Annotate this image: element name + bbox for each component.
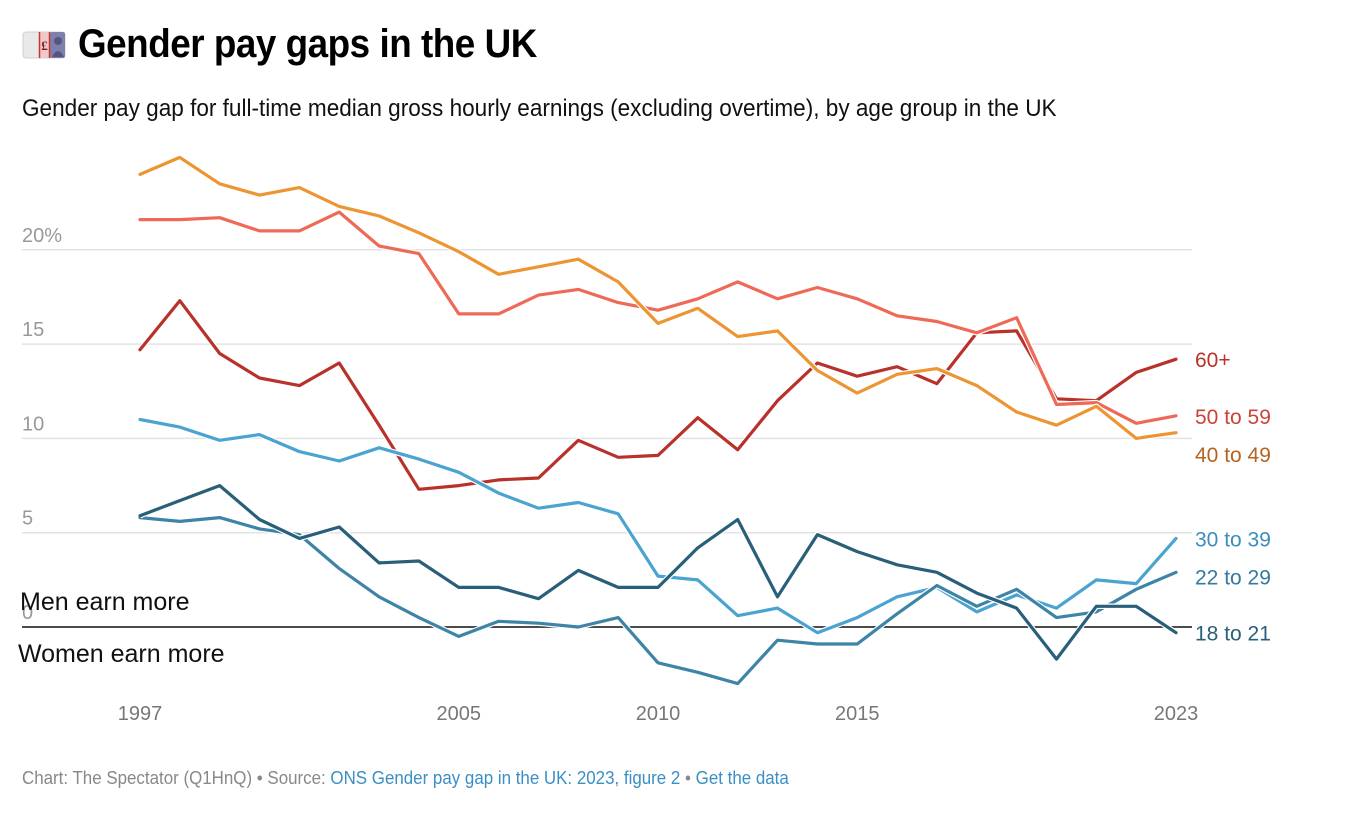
series-line-22-to-29 [138, 515, 1178, 686]
series-label-60plus: 60+ [1195, 349, 1231, 372]
series-halo-40-to-49 [138, 154, 1177, 442]
x-tick-label: 2023 [1154, 703, 1199, 725]
svg-text:£: £ [41, 38, 48, 53]
y-tick-label: 20% [22, 225, 62, 247]
x-axis-ticks: 1997 2005 2010 2015 2023 [118, 703, 1199, 725]
series-label-18-to-21: 18 to 21 [1195, 623, 1271, 646]
chart-footer: Chart: The Spectator (Q1HnQ) • Source: O… [22, 768, 789, 789]
chart-credit: Chart: The Spectator (Q1HnQ) • Source: [22, 768, 331, 788]
series-lines [137, 154, 1179, 687]
series-halo-50-to-59 [140, 209, 1177, 427]
source-link[interactable]: ONS Gender pay gap in the UK: 2023, figu… [330, 768, 681, 788]
annotation-women-earn-more: Women earn more [18, 640, 225, 668]
gridlines [22, 249, 1192, 534]
get-data-link[interactable]: Get the data [695, 768, 789, 788]
series-line-40-to-49 [138, 155, 1178, 440]
series-line-18-to-21 [138, 484, 1178, 661]
series-halo-22-to-29 [139, 514, 1178, 687]
series-label-30-to-39: 30 to 39 [1195, 528, 1271, 551]
series-labels: 60+ 50 to 59 40 to 49 30 to 39 22 to 29 18 to… [1195, 349, 1271, 645]
series-label-22-to-29: 22 to 29 [1195, 566, 1271, 589]
series-label-40-to-49: 40 to 49 [1195, 444, 1271, 467]
series-line-60plus [138, 299, 1178, 491]
y-tick-label: 5 [22, 508, 33, 530]
y-axis-ticks: 0 5 10 15 20% [22, 225, 62, 624]
y-tick-label: 10 [22, 413, 44, 435]
y-tick-label: 15 [22, 319, 44, 341]
pound-banknote-icon: £ [22, 30, 66, 60]
series-line-50-to-59 [138, 210, 1178, 425]
series-label-50-to-59: 50 to 59 [1195, 406, 1271, 429]
x-tick-label: 2005 [437, 703, 482, 725]
series-line-30-to-39 [138, 417, 1178, 635]
x-tick-label: 1997 [118, 703, 163, 725]
y-tick-label: 0 [22, 602, 33, 624]
footer-separator: • [680, 768, 696, 788]
x-tick-label: 2010 [636, 703, 681, 725]
x-tick-label: 2015 [835, 703, 880, 725]
chart-title: Gender pay gaps in the UK [78, 22, 537, 66]
line-chart: 0 5 10 15 20% 1997 2005 2010 2015 2023 Men earn … [18, 154, 1271, 725]
annotation-men-earn-more: Men earn more [20, 588, 190, 616]
chart-subtitle: Gender pay gap for full-time median gros… [22, 95, 1057, 122]
annotations: Men earn more Women earn more [18, 588, 1192, 668]
header: £ Gender pay gaps in the UK [22, 22, 577, 67]
